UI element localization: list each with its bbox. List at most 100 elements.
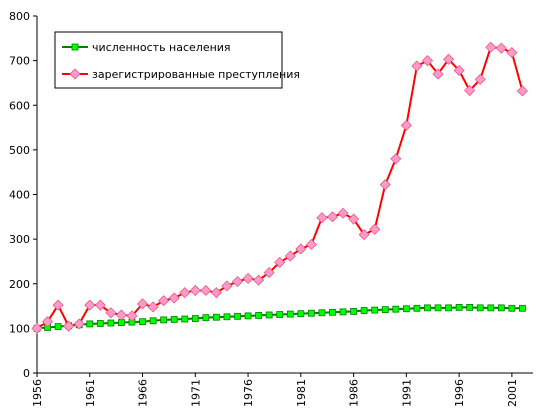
marker — [265, 311, 273, 319]
marker — [139, 318, 146, 326]
marker — [497, 304, 505, 312]
marker — [295, 243, 307, 255]
marker — [495, 42, 507, 54]
marker — [213, 313, 220, 321]
marker — [274, 256, 286, 268]
x-tick-label: 1956 — [31, 379, 44, 407]
marker — [390, 153, 402, 165]
marker — [432, 68, 444, 80]
marker — [474, 73, 486, 85]
marker — [464, 84, 476, 97]
marker — [84, 299, 96, 311]
marker — [96, 320, 104, 327]
marker — [202, 314, 210, 322]
marker — [455, 304, 463, 311]
marker — [369, 223, 381, 235]
marker — [316, 212, 328, 224]
marker — [255, 312, 263, 319]
marker — [149, 317, 157, 325]
x-tick-label: 1991 — [400, 379, 413, 407]
y-tick-label: 500 — [9, 144, 30, 157]
marker — [284, 250, 296, 262]
marker — [168, 292, 180, 304]
marker — [379, 179, 391, 191]
marker — [94, 299, 106, 311]
y-tick-label: 200 — [9, 278, 30, 291]
marker — [402, 305, 410, 313]
marker — [158, 295, 170, 307]
marker — [242, 272, 254, 284]
y-tick-label: 800 — [9, 10, 30, 23]
marker — [476, 304, 484, 312]
marker — [54, 323, 62, 330]
marker — [263, 267, 275, 279]
marker — [179, 287, 191, 299]
marker — [337, 207, 349, 219]
marker — [276, 311, 284, 318]
marker — [170, 316, 178, 323]
marker — [400, 119, 412, 131]
marker — [253, 274, 265, 286]
marker — [234, 312, 241, 320]
marker — [381, 306, 389, 314]
marker — [445, 304, 452, 312]
marker — [41, 316, 54, 328]
marker — [413, 304, 421, 312]
marker — [147, 301, 159, 313]
x-tick-label: 1986 — [348, 379, 361, 407]
marker — [326, 211, 339, 223]
marker — [189, 284, 201, 297]
marker — [516, 85, 529, 97]
marker — [210, 287, 222, 299]
marker — [350, 308, 357, 315]
marker — [392, 305, 400, 313]
x-tick-label: 1971 — [189, 379, 202, 407]
legend-label: численность населения — [92, 41, 231, 54]
marker — [434, 304, 442, 312]
marker — [487, 304, 495, 312]
marker — [107, 319, 115, 327]
x-tick-label: 1976 — [242, 379, 255, 407]
x-tick-label: 1961 — [84, 379, 97, 407]
marker — [115, 309, 127, 321]
y-tick-label: 0 — [23, 367, 30, 380]
marker — [105, 307, 117, 319]
y-tick-label: 400 — [9, 189, 30, 202]
marker — [136, 298, 149, 310]
marker — [231, 275, 244, 288]
marker — [339, 308, 347, 316]
marker — [52, 299, 64, 311]
x-tick-label: 2001 — [506, 379, 519, 407]
marker — [360, 307, 368, 314]
x-tick-label: 1996 — [453, 379, 466, 407]
marker — [348, 213, 360, 225]
marker — [191, 315, 199, 322]
marker — [506, 47, 518, 59]
y-tick-label: 700 — [9, 55, 30, 68]
marker — [329, 308, 336, 316]
marker — [181, 315, 189, 323]
x-tick-label: 1966 — [137, 379, 150, 407]
marker — [424, 304, 431, 312]
marker — [371, 306, 379, 314]
marker — [305, 238, 317, 251]
marker — [223, 313, 231, 321]
marker — [466, 304, 474, 311]
marker — [86, 320, 94, 328]
marker — [508, 304, 516, 312]
marker — [421, 55, 434, 67]
marker — [126, 310, 138, 322]
legend-box — [54, 31, 283, 89]
marker — [160, 316, 168, 324]
marker — [244, 312, 252, 320]
marker — [358, 229, 370, 241]
marker — [443, 53, 455, 65]
legend-marker — [69, 68, 81, 80]
marker — [318, 309, 326, 317]
marker — [286, 310, 294, 318]
marker — [63, 320, 75, 332]
marker — [200, 284, 212, 297]
marker — [221, 280, 233, 292]
